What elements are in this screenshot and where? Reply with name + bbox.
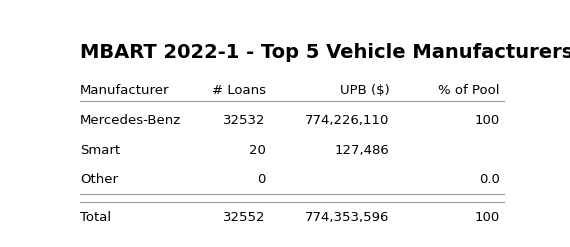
Text: Total: Total: [80, 211, 111, 224]
Text: 32532: 32532: [223, 114, 266, 127]
Text: 100: 100: [474, 114, 500, 127]
Text: Mercedes-Benz: Mercedes-Benz: [80, 114, 181, 127]
Text: 774,353,596: 774,353,596: [305, 211, 389, 224]
Text: 20: 20: [249, 144, 266, 157]
Text: 0: 0: [257, 173, 266, 186]
Text: 0.0: 0.0: [479, 173, 500, 186]
Text: Other: Other: [80, 173, 118, 186]
Text: Smart: Smart: [80, 144, 120, 157]
Text: 100: 100: [474, 211, 500, 224]
Text: 774,226,110: 774,226,110: [305, 114, 389, 127]
Text: 127,486: 127,486: [335, 144, 389, 157]
Text: # Loans: # Loans: [211, 84, 266, 97]
Text: 32552: 32552: [223, 211, 266, 224]
Text: Manufacturer: Manufacturer: [80, 84, 170, 97]
Text: UPB ($): UPB ($): [340, 84, 389, 97]
Text: MBART 2022-1 - Top 5 Vehicle Manufacturers: MBART 2022-1 - Top 5 Vehicle Manufacture…: [80, 43, 570, 62]
Text: % of Pool: % of Pool: [438, 84, 500, 97]
